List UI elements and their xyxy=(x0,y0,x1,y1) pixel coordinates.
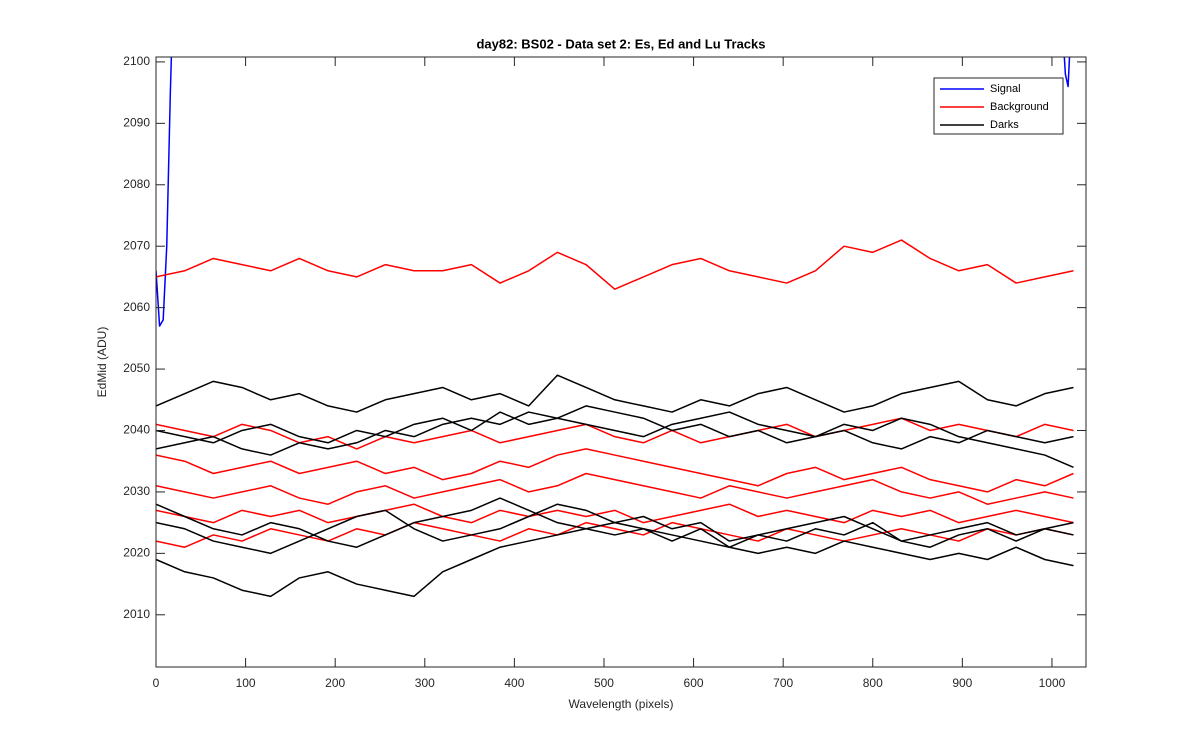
chart-title: day82: BS02 - Data set 2: Es, Ed and Lu … xyxy=(476,36,765,51)
y-axis-label: EdMid (ADU) xyxy=(95,327,109,398)
data-line xyxy=(156,239,1074,290)
legend-label: Signal xyxy=(990,83,1021,95)
x-tick-label: 800 xyxy=(863,676,883,690)
data-line xyxy=(156,497,1074,548)
x-tick-label: 600 xyxy=(684,676,704,690)
x-tick-label: 900 xyxy=(952,676,972,690)
data-line xyxy=(156,417,1074,450)
y-tick-label: 2030 xyxy=(123,484,150,498)
x-tick-label: 700 xyxy=(773,676,793,690)
y-tick-label: 2010 xyxy=(123,607,150,621)
y-tick-label: 2080 xyxy=(123,177,150,191)
plot-area xyxy=(156,57,1074,598)
data-line xyxy=(156,411,1074,469)
data-line xyxy=(156,57,1071,327)
y-tick-label: 2060 xyxy=(123,300,150,314)
x-tick-label: 1000 xyxy=(1039,676,1066,690)
data-line xyxy=(156,503,1074,524)
x-axis-label: Wavelength (pixels) xyxy=(569,697,674,711)
data-line xyxy=(156,405,1074,450)
data-line xyxy=(156,472,1074,505)
x-tick-label: 500 xyxy=(594,676,614,690)
y-tick-label: 2090 xyxy=(123,116,150,130)
x-tick-label: 300 xyxy=(415,676,435,690)
x-tick-label: 100 xyxy=(236,676,256,690)
x-tick-label: 400 xyxy=(504,676,524,690)
y-tick-label: 2070 xyxy=(123,238,150,252)
data-line xyxy=(156,448,1074,493)
y-tick-label: 2040 xyxy=(123,423,150,437)
y-tick-label: 2020 xyxy=(123,546,150,560)
y-tick-label: 2050 xyxy=(123,361,150,375)
legend-label: Background xyxy=(990,101,1049,113)
data-line xyxy=(156,521,1074,598)
legend-label: Darks xyxy=(990,119,1019,131)
y-tick-label: 2100 xyxy=(123,54,150,68)
axes-box xyxy=(155,56,1087,668)
x-tick-label: 200 xyxy=(325,676,345,690)
x-tick-label: 0 xyxy=(153,676,160,690)
data-line xyxy=(156,374,1074,413)
